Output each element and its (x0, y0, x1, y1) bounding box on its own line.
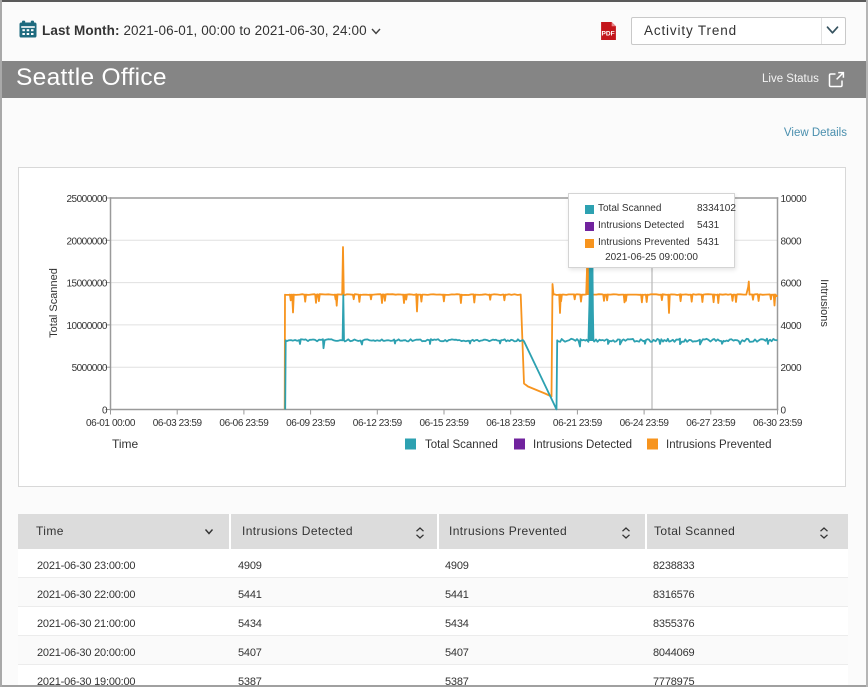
svg-text:Total Scanned: Total Scanned (48, 268, 60, 338)
svg-text:Intrusions Detected: Intrusions Detected (533, 439, 632, 451)
svg-text:06-18 23:59: 06-18 23:59 (486, 418, 536, 429)
svg-text:6000: 6000 (781, 279, 802, 290)
svg-text:0: 0 (781, 406, 787, 417)
svg-text:Total Scanned: Total Scanned (425, 439, 498, 451)
svg-text:06-09 23:59: 06-09 23:59 (286, 418, 336, 429)
svg-text:06-15 23:59: 06-15 23:59 (420, 418, 470, 429)
svg-text:06-12 23:59: 06-12 23:59 (353, 418, 403, 429)
svg-text:06-03 23:59: 06-03 23:59 (153, 418, 203, 429)
svg-text:2000: 2000 (781, 363, 802, 374)
svg-text:06-06 23:59: 06-06 23:59 (219, 418, 269, 429)
svg-text:Intrusions Prevented: Intrusions Prevented (666, 439, 771, 451)
svg-text:5000000: 5000000 (72, 363, 108, 374)
svg-text:Time: Time (112, 437, 139, 451)
svg-text:8000: 8000 (781, 236, 802, 247)
svg-text:10000000: 10000000 (67, 321, 108, 332)
svg-text:4000: 4000 (781, 321, 802, 332)
svg-text:10000: 10000 (781, 194, 808, 205)
svg-text:PDF: PDF (602, 30, 615, 37)
svg-text:15000000: 15000000 (67, 279, 108, 290)
svg-text:06-27 23:59: 06-27 23:59 (686, 418, 736, 429)
svg-text:06-21 23:59: 06-21 23:59 (553, 418, 603, 429)
svg-text:0: 0 (102, 406, 108, 417)
svg-text:06-01 00:00: 06-01 00:00 (86, 418, 136, 429)
svg-text:25000000: 25000000 (67, 194, 108, 205)
svg-text:Intrusions: Intrusions (818, 279, 830, 327)
svg-text:06-24 23:59: 06-24 23:59 (620, 418, 670, 429)
svg-text:20000000: 20000000 (67, 236, 108, 247)
svg-text:06-30 23:59: 06-30 23:59 (753, 418, 803, 429)
